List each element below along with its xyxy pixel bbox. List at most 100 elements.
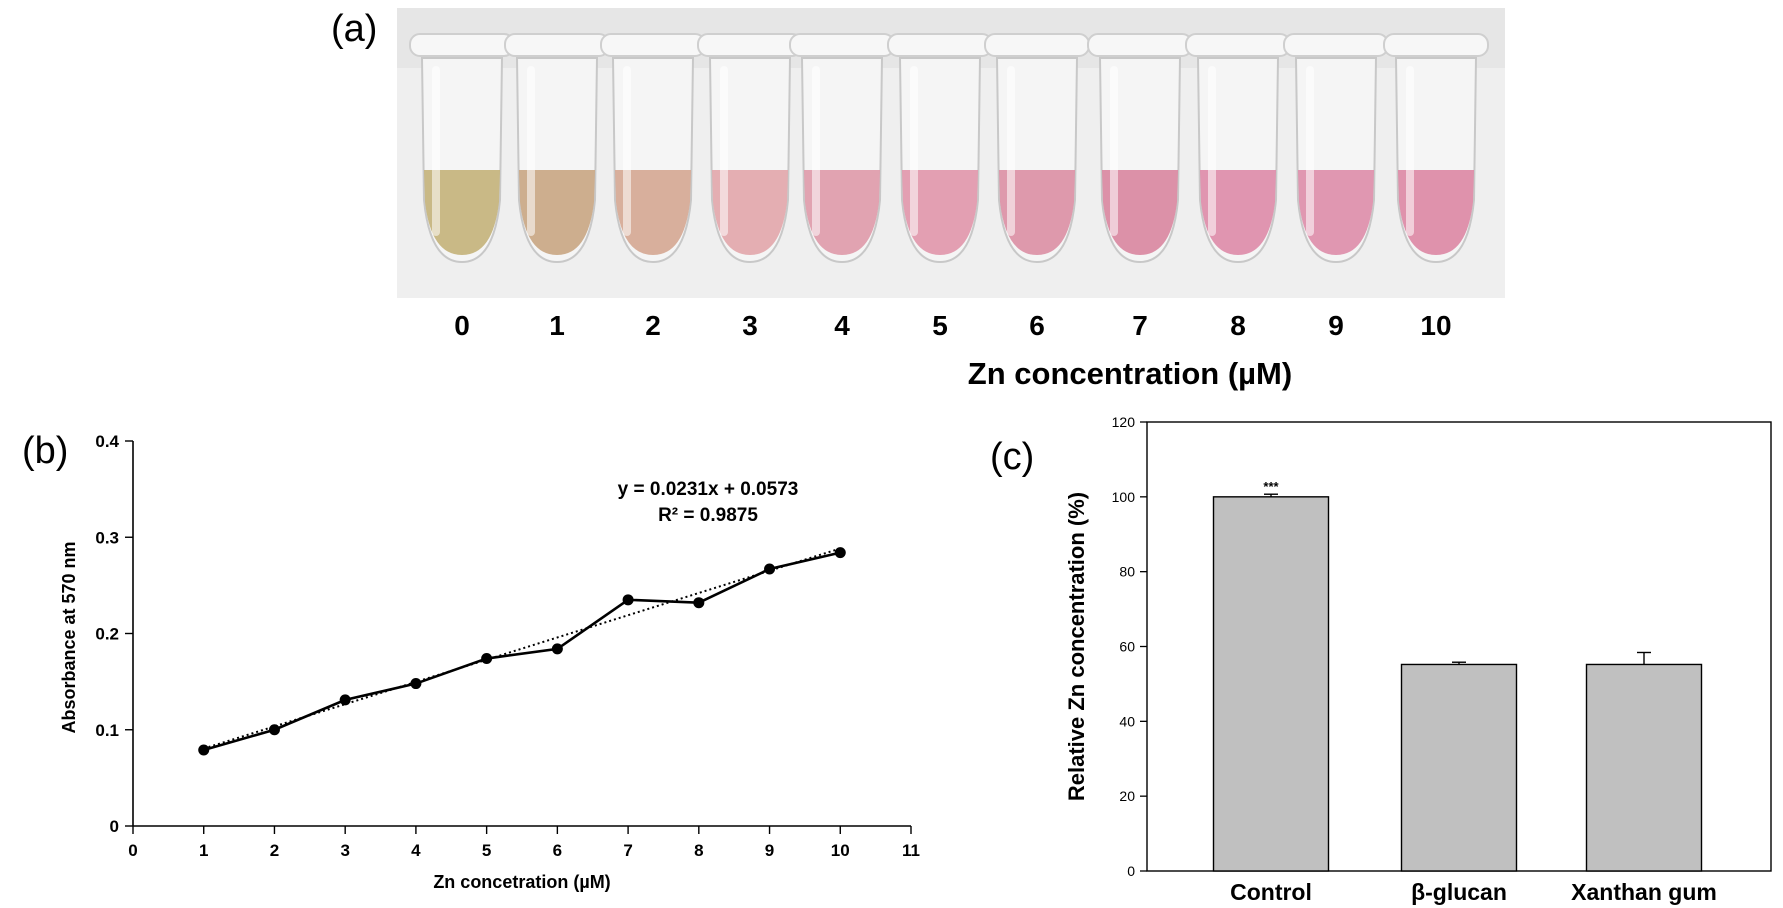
tube-3 — [697, 33, 803, 264]
y-tick-label: 40 — [1119, 713, 1135, 729]
tube-cap — [1383, 33, 1489, 57]
y-axis-title: Absorbance at 570 nm — [59, 541, 79, 733]
tube-liquid — [999, 170, 1075, 255]
panel-label-a: (a) — [331, 8, 378, 50]
tube-highlight — [432, 66, 440, 236]
tube-5 — [887, 33, 993, 264]
tube-photo — [397, 8, 1505, 298]
x-tick-label: 5 — [482, 841, 491, 860]
tube-liquid — [519, 170, 595, 255]
tube-axis-title: Zn concentration (µM) — [967, 356, 1293, 391]
data-point — [834, 547, 846, 559]
tube-liquid — [712, 170, 788, 255]
x-tick-label: 7 — [623, 841, 632, 860]
x-tick-label: 0 — [128, 841, 137, 860]
tube-label-7: 7 — [1132, 310, 1148, 341]
tube-cap — [789, 33, 895, 57]
data-point — [198, 744, 210, 756]
x-tick-label: 1 — [199, 841, 208, 860]
tube-label-3: 3 — [742, 310, 758, 341]
tube-liquid — [1200, 170, 1276, 255]
tube-7 — [1087, 33, 1193, 264]
data-point — [410, 678, 422, 690]
data-point — [481, 653, 493, 665]
data-point — [764, 563, 776, 575]
tube-label-1: 1 — [549, 310, 565, 341]
tube-label-8: 8 — [1230, 310, 1246, 341]
tube-cap — [697, 33, 803, 57]
data-point — [551, 643, 563, 655]
tube-cap — [600, 33, 706, 57]
tube-highlight — [1208, 66, 1216, 236]
data-point — [339, 694, 351, 706]
category-label: Xanthan gum — [1571, 879, 1717, 905]
x-tick-label: 8 — [694, 841, 703, 860]
y-tick-label: 20 — [1119, 788, 1135, 804]
category-label: β-glucan — [1411, 879, 1507, 905]
tube-9 — [1283, 33, 1389, 264]
tube-highlight — [1406, 66, 1414, 236]
r-squared-label: R² = 0.9875 — [658, 505, 758, 526]
panel-label-c: (c) — [990, 436, 1035, 478]
y-tick-label: 0.1 — [95, 721, 119, 740]
tube-highlight — [1110, 66, 1118, 236]
y-tick-label: 0.2 — [95, 625, 119, 644]
tube-liquid — [1102, 170, 1178, 255]
y-axis-title: Relative Zn concentration (%) — [1064, 492, 1089, 801]
y-tick-label: 60 — [1119, 639, 1135, 655]
y-tick-label: 0.4 — [95, 432, 119, 451]
tube-cap — [1087, 33, 1193, 57]
series-line — [203, 551, 841, 752]
tube-liquid — [424, 170, 500, 255]
tube-cap — [1283, 33, 1389, 57]
tube-highlight — [623, 66, 631, 236]
relative-zn-bar-chart: 0 20 40 60 80 100 120 *** Control β-glucan Xanthan… — [1064, 414, 1772, 905]
y-tick-label: 120 — [1112, 414, 1136, 430]
y-tick-label: 0 — [1127, 863, 1135, 879]
tube-highlight — [910, 66, 918, 236]
tube-label-0: 0 — [454, 310, 470, 341]
tube-liquid — [1298, 170, 1374, 255]
tube-8 — [1185, 33, 1291, 264]
y-tick-label: 0.3 — [95, 528, 119, 547]
tube-10 — [1383, 33, 1489, 264]
tube-label-10: 10 — [1420, 310, 1452, 341]
tube-highlight — [812, 66, 820, 236]
x-tick-label: 9 — [765, 841, 774, 860]
data-point — [268, 724, 280, 736]
tube-highlight — [1007, 66, 1015, 236]
significance-marker: *** — [1263, 479, 1279, 494]
y-tick-label: 100 — [1112, 489, 1136, 505]
tube-label-2: 2 — [645, 310, 661, 341]
x-tick-label: 10 — [831, 841, 850, 860]
tube-0 — [409, 33, 515, 264]
tube-label-4: 4 — [834, 310, 850, 341]
absorbance-line-chart: 0 0.1 0.2 0.3 0.4 0 1 2 3 4 5 6 7 8 9 10 11 Zn concetrati… — [59, 432, 920, 892]
tube-cap — [409, 33, 515, 57]
equation-label: y = 0.0231x + 0.0573 — [618, 479, 799, 500]
tube-cap — [984, 33, 1090, 57]
tube-2 — [600, 33, 706, 264]
tube-highlight — [720, 66, 728, 236]
tube-axis-title-row: Zn concentration (µM) — [0, 356, 1783, 392]
x-tick-label: 11 — [902, 841, 920, 860]
tube-liquid — [1398, 170, 1474, 255]
tube-liquid — [804, 170, 880, 255]
data-point — [693, 597, 705, 609]
bar-2 — [1400, 663, 1518, 872]
tube-label-5: 5 — [932, 310, 948, 341]
bar-1 — [1212, 496, 1330, 872]
category-label: Control — [1230, 879, 1312, 905]
tube-highlight — [527, 66, 535, 236]
tube-label-9: 9 — [1328, 310, 1344, 341]
x-tick-label: 3 — [340, 841, 349, 860]
tube-cap — [887, 33, 993, 57]
bar-3 — [1585, 663, 1703, 872]
tube-1 — [504, 33, 610, 264]
tube-cap — [504, 33, 610, 57]
x-tick-label: 2 — [270, 841, 279, 860]
y-tick-label: 80 — [1119, 564, 1135, 580]
tube-liquid — [902, 170, 978, 255]
x-tick-label: 4 — [411, 841, 421, 860]
